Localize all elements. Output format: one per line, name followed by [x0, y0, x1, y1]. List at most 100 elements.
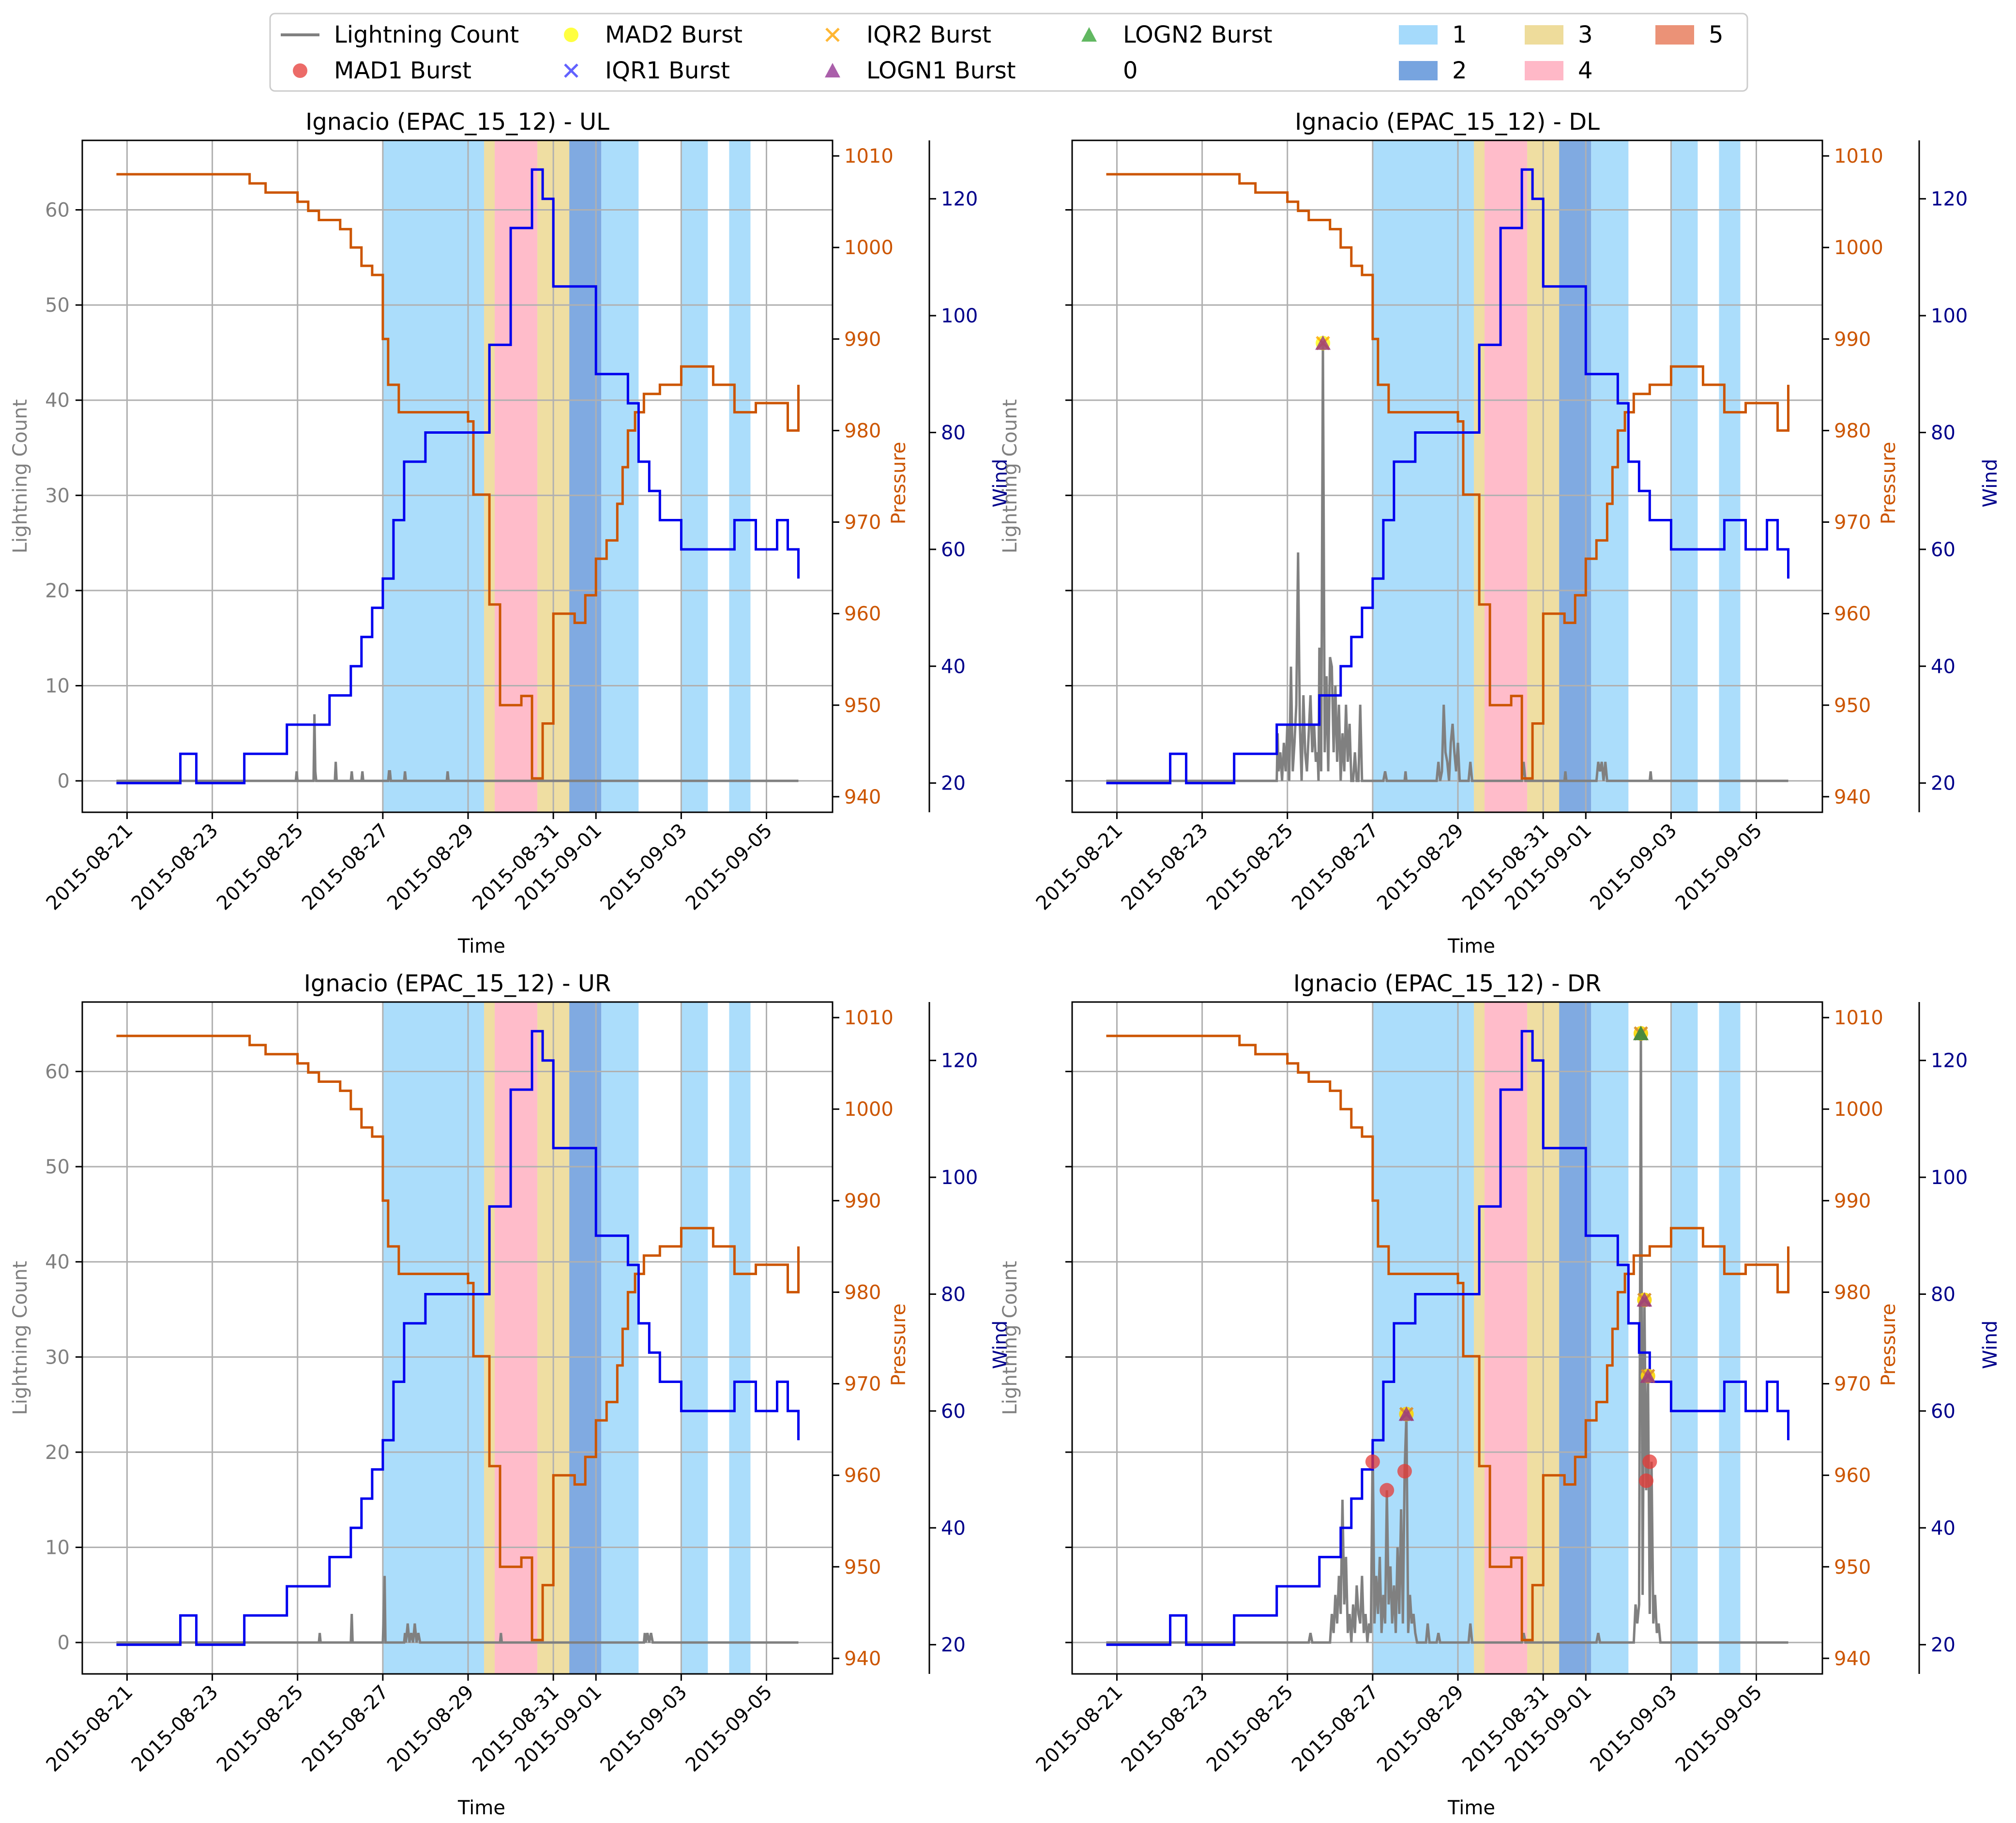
chart-panel-2: Ignacio (EPAC_15_12) - UR 0 10 20 30 40 50 60 Li…: [9, 970, 1012, 1819]
category-band-4: [495, 1002, 538, 1674]
plot-area-3: [1072, 1002, 1822, 1674]
x-tick-label: 2015-08-27: [298, 1681, 393, 1777]
y-tick-label: 50: [45, 1156, 70, 1178]
y2-tick-label: 1000: [844, 1098, 894, 1121]
plot-area-0: [82, 140, 833, 812]
x-tick-label: 2015-08-23: [127, 1681, 223, 1777]
y3-tick-label: 60: [1931, 539, 1955, 561]
chart-title: Ignacio (EPAC_15_12) - UL: [305, 108, 609, 136]
burst-marker: [1365, 1454, 1380, 1469]
legend-frame: [269, 13, 1748, 92]
y-tick-label: 20: [45, 1442, 70, 1464]
y2-axis-label: Pressure: [1878, 1304, 1900, 1386]
legend-label-1: MAD1 Burst: [334, 57, 471, 84]
x-tick-label: 2015-08-21: [1032, 1681, 1127, 1777]
chart-panel-0: Ignacio (EPAC_15_12) - UL 0 10 20 30 40 50 60 Li…: [9, 108, 1012, 957]
y-tick-label: 0: [58, 770, 70, 792]
y2-tick-label: 950: [1834, 695, 1871, 717]
x-axis-label: Time: [1447, 1797, 1495, 1819]
y3-tick-label: 20: [941, 1634, 966, 1656]
legend-label-2: MAD2 Burst: [605, 21, 743, 48]
category-band-1: [1372, 140, 1474, 812]
y3-tick-label: 80: [1931, 1283, 1955, 1306]
x-tick-label: 2015-08-23: [1117, 1681, 1213, 1777]
legend-symbol-4: [825, 28, 840, 42]
pressure-series: [116, 1034, 800, 1641]
legend-label-9: 2: [1452, 57, 1467, 84]
y3-tick-label: 120: [941, 188, 978, 211]
category-band-1: [601, 140, 639, 812]
y3-axis-label: Wind: [989, 459, 1012, 508]
category-band-1: [681, 140, 708, 812]
y2-tick-label: 960: [844, 603, 881, 625]
legend-symbol-12: [1655, 25, 1694, 45]
category-band-1: [1719, 140, 1741, 812]
axes-frame: [1071, 1001, 1823, 1675]
y3-tick-label: 100: [941, 1167, 978, 1189]
y2-tick-label: 1010: [844, 1007, 894, 1029]
chart-title: Ignacio (EPAC_15_12) - DL: [1295, 108, 1600, 136]
y3-tick-label: 20: [1931, 1634, 1955, 1656]
y3-tick-label: 20: [1931, 773, 1955, 795]
y3-tick-label: 60: [1931, 1400, 1955, 1423]
y3-tick-label: 120: [1931, 188, 1968, 211]
y3-tick-label: 100: [941, 305, 978, 327]
legend-symbol-5: [825, 63, 840, 77]
lightning-series: [1106, 1033, 1789, 1644]
legend-symbol-8: [1399, 25, 1438, 45]
y-axis-label: Lightning Count: [999, 399, 1021, 554]
x-tick-label: 2015-08-25: [1202, 1681, 1298, 1777]
legend-symbol-2: [564, 28, 578, 42]
y2-tick-label: 940: [1834, 1648, 1871, 1670]
y2-tick-label: 950: [1834, 1556, 1871, 1579]
legend-symbol-3: [564, 63, 578, 78]
legend-label-4: IQR2 Burst: [866, 21, 991, 48]
y-tick-label: 0: [58, 1632, 70, 1654]
y3-tick-label: 40: [1931, 1517, 1955, 1539]
y3-axis-label: Wind: [989, 1321, 1012, 1369]
axes-frame: [1071, 139, 1823, 813]
legend-label-7: 0: [1123, 57, 1138, 84]
x-tick-label: 2015-08-23: [127, 820, 223, 915]
category-band-4: [495, 140, 538, 812]
y2-tick-label: 980: [844, 420, 881, 442]
x-axis-label: Time: [1447, 935, 1495, 957]
y-tick-label: 40: [45, 1251, 70, 1274]
panels: Ignacio (EPAC_15_12) - UL 0 10 20 30 40 50 60 Li…: [9, 108, 2001, 1819]
lightning-series: [1106, 343, 1789, 782]
y-tick-label: 10: [45, 1537, 70, 1559]
y2-axis-label: Pressure: [888, 442, 910, 525]
category-band-1: [1372, 1002, 1474, 1674]
legend-label-11: 4: [1578, 57, 1593, 84]
chart-title: Ignacio (EPAC_15_12) - UR: [304, 970, 611, 997]
y2-tick-label: 980: [1834, 1281, 1871, 1304]
y-tick-label: 60: [45, 199, 70, 222]
y2-tick-label: 960: [1834, 1465, 1871, 1487]
burst-marker: [1398, 1406, 1414, 1421]
category-band-3: [1474, 140, 1485, 812]
y2-tick-label: 970: [1834, 1373, 1871, 1396]
x-tick-label: 2015-08-29: [1373, 1681, 1468, 1777]
y2-tick-label: 970: [1834, 512, 1871, 534]
y2-axis-label: Pressure: [888, 1304, 910, 1386]
category-band-4: [1485, 1002, 1528, 1674]
plot-area-2: [82, 1002, 833, 1674]
category-band-1: [1671, 1002, 1698, 1674]
pressure-series: [116, 173, 800, 780]
y-axis-label: Lightning Count: [999, 1261, 1021, 1415]
x-axis-label: Time: [457, 1797, 505, 1819]
category-band-1: [601, 1002, 639, 1674]
x-tick-label: 2015-08-27: [1288, 1681, 1383, 1777]
burst-marker: [1633, 1025, 1649, 1040]
lightning-series: [116, 714, 799, 782]
y-axis-label: Lightning Count: [9, 1261, 31, 1415]
legend-label-8: 1: [1452, 21, 1467, 48]
x-tick-label: 2015-08-27: [298, 820, 393, 915]
x-axis-label: Time: [457, 935, 505, 957]
y2-tick-label: 1010: [844, 145, 894, 167]
x-tick-label: 2015-09-03: [596, 820, 692, 915]
y3-tick-label: 120: [941, 1050, 978, 1072]
y-axis-label: Lightning Count: [9, 399, 31, 554]
x-tick-label: 2015-08-21: [42, 1681, 137, 1777]
